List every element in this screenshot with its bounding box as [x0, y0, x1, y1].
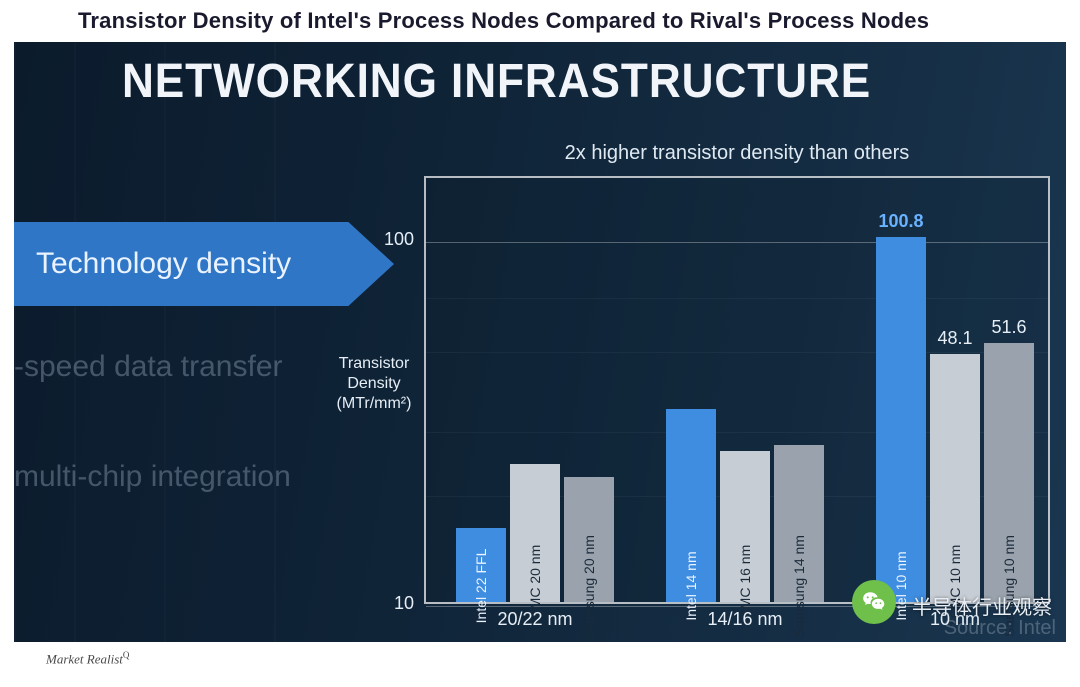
ghost-text-1: -speed data transfer — [14, 350, 283, 384]
bar-value-label: 48.1 — [937, 328, 972, 349]
ghost-text-2: multi-chip integration — [14, 460, 291, 494]
gridline-minor — [426, 298, 1048, 299]
x-category-label: 20/22 nm — [460, 609, 610, 630]
x-category-label: 14/16 nm — [670, 609, 820, 630]
bar-intel: Intel 14 nm — [666, 409, 716, 602]
watermark-text: 半导体行业观察 — [912, 591, 1052, 620]
y-tick-label: 100 — [364, 229, 414, 250]
chart-title: 2x higher transistor density than others — [424, 142, 1050, 165]
y-axis-label: Transistor Density (MTr/mm²) — [324, 354, 424, 414]
banner-label: Technology density — [36, 247, 291, 281]
gridline — [426, 242, 1048, 243]
bar-samsung: Samsung 10 nm51.6 — [984, 343, 1034, 602]
technology-density-banner: Technology density — [14, 222, 394, 306]
chart-panel: 2x higher transistor density than others… — [424, 162, 1050, 618]
bar-intel: Intel 10 nm100.8 — [876, 237, 926, 602]
footer-credit-symbol: Q — [123, 650, 130, 660]
slide-panel: NETWORKING INFRASTRUCTURE Technology den… — [14, 42, 1066, 642]
source-credit: Source: Intel — [944, 617, 1056, 640]
plot-area: Intel 22 FFLTSMC 20 nmSamsung 20 nm20/22… — [424, 176, 1050, 604]
bar-samsung: Samsung 14 nm — [774, 445, 824, 602]
bar-value-label: 100.8 — [878, 211, 923, 232]
y-tick-label: 10 — [364, 593, 414, 614]
bar-tsmc: TSMC 16 nm — [720, 451, 770, 602]
footer-credit-text: Market Realist — [46, 651, 123, 666]
bar-tsmc: TSMC 10 nm48.1 — [930, 354, 980, 602]
bar-samsung: Samsung 20 nm — [564, 477, 614, 602]
hero-title: NETWORKING INFRASTRUCTURE — [122, 54, 871, 109]
page-title: Transistor Density of Intel's Process No… — [78, 8, 929, 34]
bar-intel: Intel 22 FFL — [456, 528, 506, 602]
bar-value-label: 51.6 — [991, 317, 1026, 338]
wechat-icon — [852, 580, 896, 624]
footer-credit: Market RealistQ — [46, 650, 129, 667]
bar-tsmc: TSMC 20 nm — [510, 464, 560, 602]
gridline-minor — [426, 352, 1048, 353]
